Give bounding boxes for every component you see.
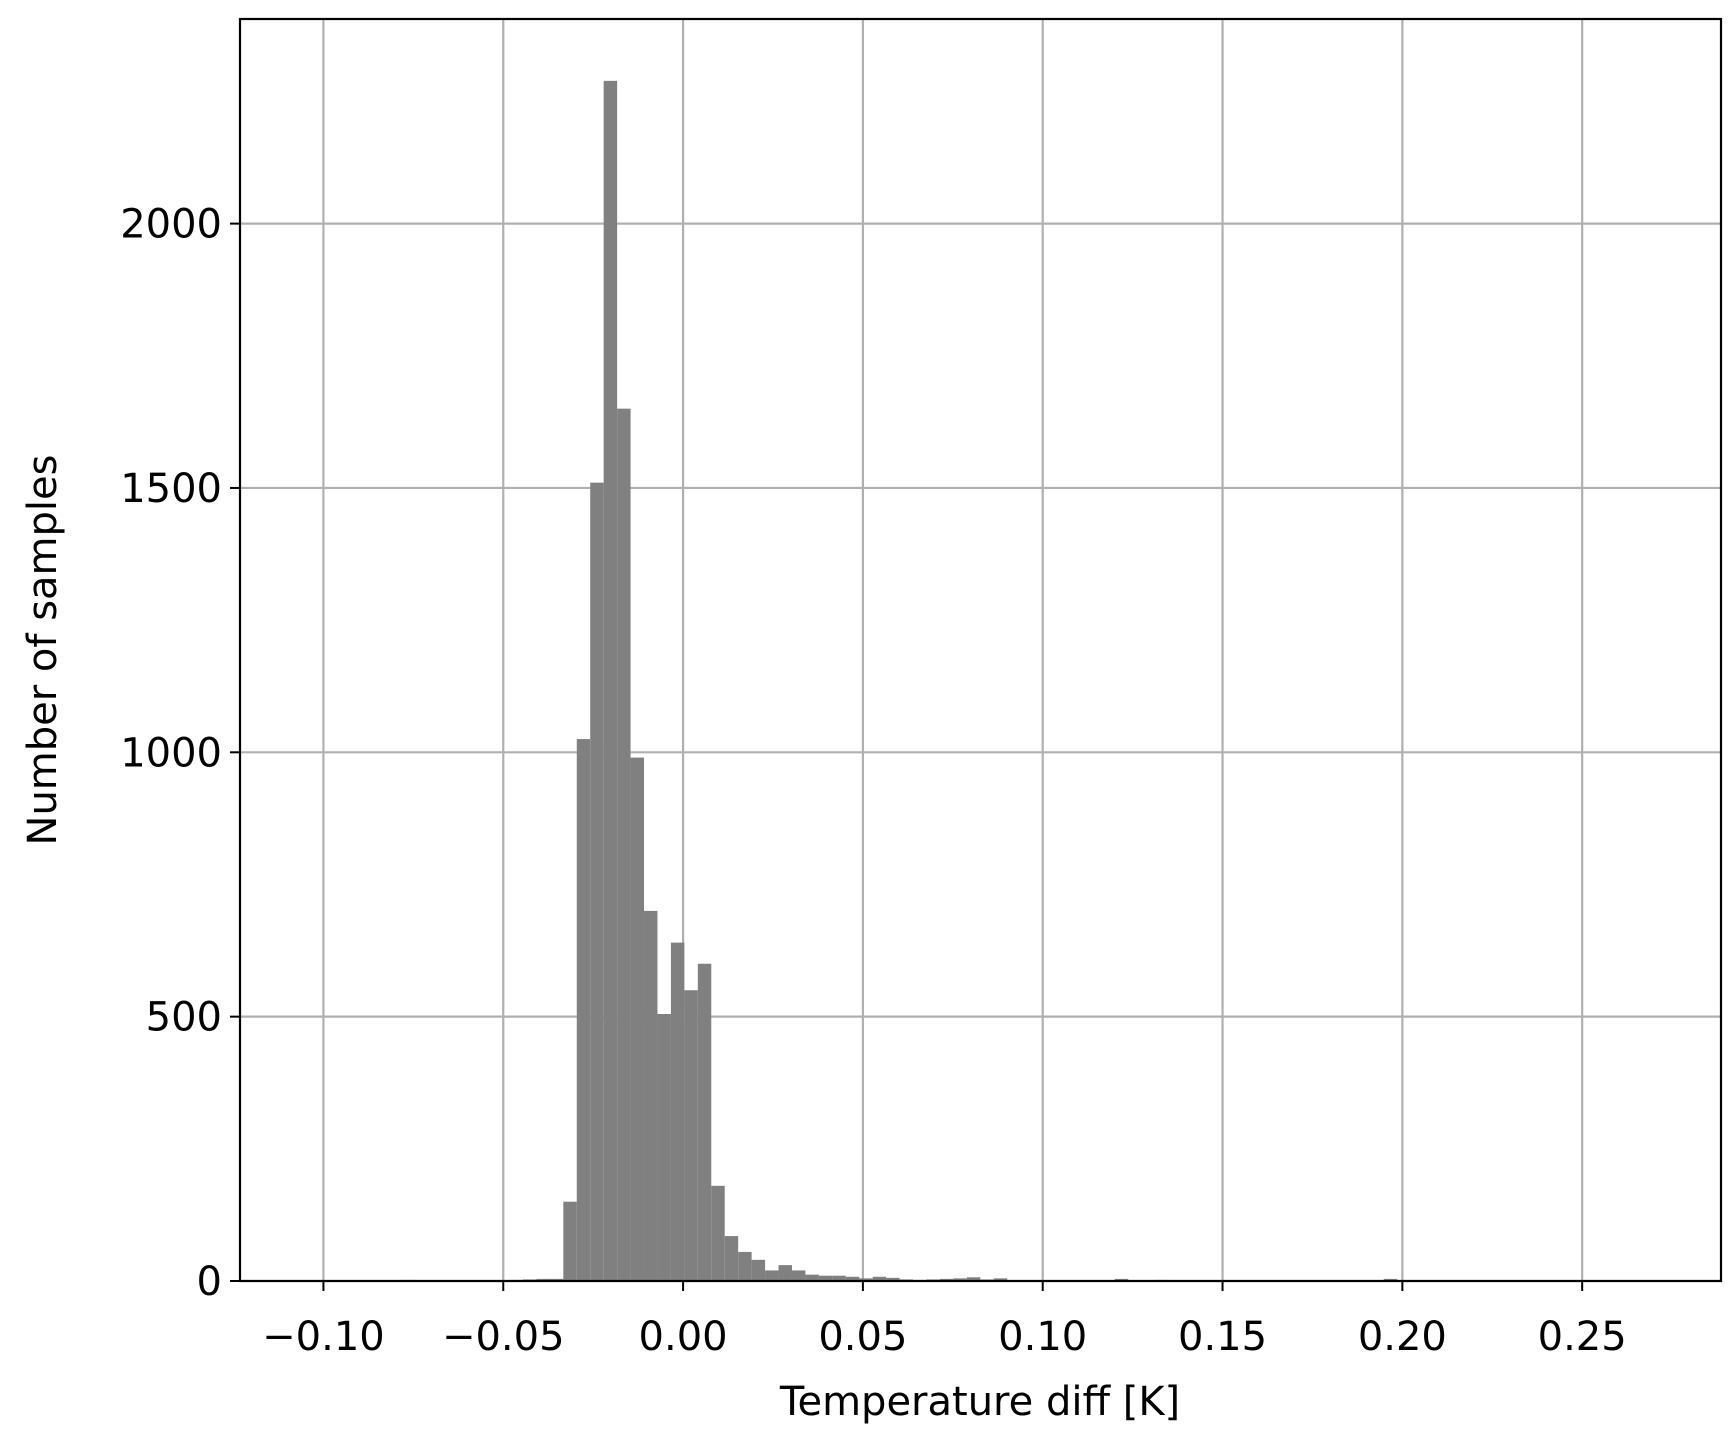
bar: [791, 1270, 806, 1281]
x-tick-label: 0.15: [1178, 1314, 1267, 1360]
bar: [738, 1251, 752, 1281]
bar: [724, 1236, 739, 1281]
x-tick-label: 0.25: [1538, 1314, 1627, 1360]
bar: [886, 1277, 900, 1281]
bar: [576, 739, 591, 1281]
bar: [993, 1278, 1008, 1281]
y-tick-label: 500: [146, 995, 222, 1041]
bar: [670, 942, 685, 1281]
bar: [805, 1274, 819, 1281]
bar: [630, 757, 645, 1281]
x-axis-label: Temperature diff [K]: [779, 1379, 1180, 1425]
bar: [711, 1185, 725, 1281]
x-tick-label: 0.20: [1358, 1314, 1447, 1360]
bar: [617, 408, 631, 1281]
bar: [590, 482, 604, 1281]
x-tick-label: 0.00: [639, 1314, 728, 1360]
bar: [563, 1201, 577, 1281]
bar: [832, 1275, 846, 1281]
bar: [818, 1275, 833, 1281]
bar: [953, 1278, 967, 1281]
x-tick-label: 0.05: [818, 1314, 907, 1360]
bar: [872, 1276, 887, 1281]
bar: [845, 1276, 860, 1281]
x-tick-label: 0.10: [998, 1314, 1087, 1360]
bar: [778, 1265, 792, 1281]
y-tick-label: 1000: [120, 730, 222, 776]
plot-frame: [238, 17, 1723, 1283]
y-tick-label: 0: [197, 1259, 222, 1305]
bar: [697, 963, 712, 1281]
y-axis-label: Number of samples: [20, 455, 66, 846]
x-tick-label: −0.10: [262, 1314, 385, 1360]
y-tick-label: 2000: [120, 202, 222, 248]
bar: [657, 1014, 671, 1281]
bar: [603, 80, 618, 1282]
bar: [859, 1278, 873, 1281]
x-tick-label: −0.05: [442, 1314, 565, 1360]
bar: [966, 1277, 981, 1281]
bar: [644, 910, 658, 1281]
bar: [765, 1270, 779, 1281]
bar: [751, 1259, 766, 1281]
y-tick-label: 1500: [120, 466, 222, 512]
bar: [684, 990, 698, 1281]
